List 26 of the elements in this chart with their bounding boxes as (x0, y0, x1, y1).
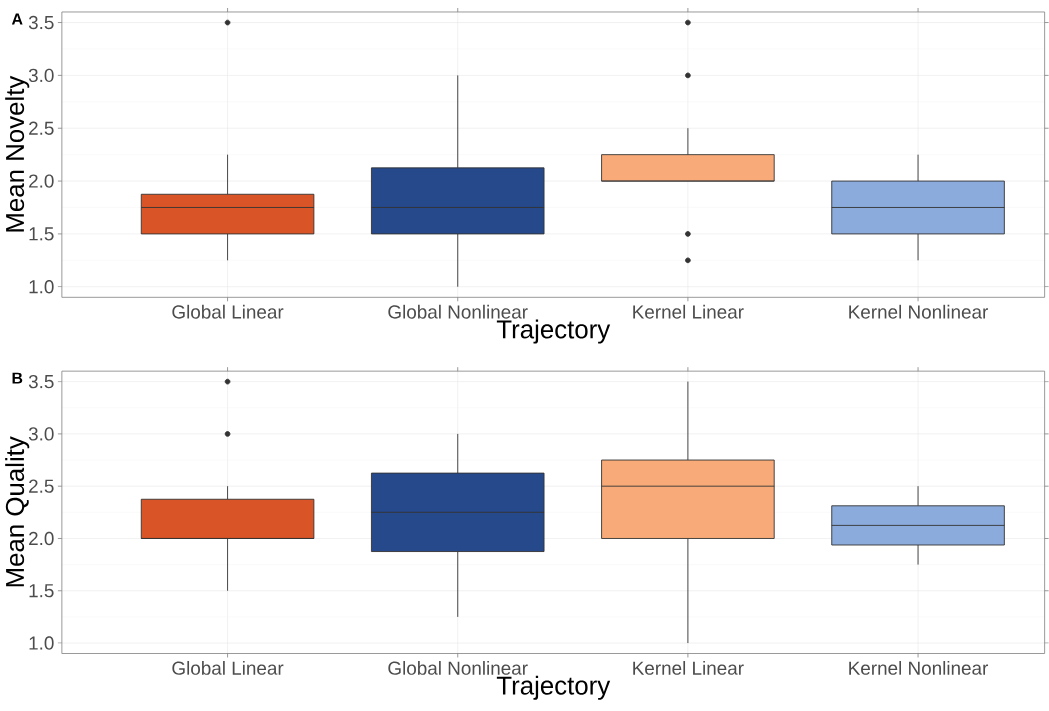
y-tick-label: 1.0 (29, 279, 54, 294)
x-tick-label: Global Nonlinear (388, 660, 528, 675)
y-axis-title: Mean Quality (5, 436, 30, 587)
x-tick-label: Kernel Linear (633, 660, 744, 675)
y-tick-label: 3.0 (28, 427, 54, 441)
y-tick-label: 3.5 (28, 374, 54, 389)
x-tick-label: Kernel Nonlinear (849, 660, 989, 675)
x-axis-title: Trajectory (496, 675, 611, 700)
text: B (12, 372, 23, 384)
x-tick-label: Global Linear (172, 660, 284, 675)
y-tick-label: 2.5 (29, 479, 54, 493)
y-tick-label: 2.0 (29, 531, 54, 545)
text: A (11, 13, 23, 25)
y-tick-label: 2.5 (29, 121, 54, 135)
y-tick-label: 1.0 (29, 636, 54, 650)
x-tick-label: Global Nonlinear (388, 304, 528, 319)
y-tick-label: 3.0 (28, 68, 54, 82)
y-tick-label: 3.5 (28, 15, 54, 30)
y-axis-title: Mean Novelty (5, 75, 30, 232)
y-tick-label: 2.0 (29, 174, 54, 188)
y-tick-label: 1.5 (29, 583, 54, 598)
x-tick-label: Global Linear (172, 304, 284, 319)
x-tick-label: Kernel Nonlinear (849, 304, 989, 319)
y-tick-label: 1.5 (29, 227, 54, 241)
x-tick-label: Kernel Linear (633, 304, 744, 319)
x-axis-title: Trajectory (496, 319, 611, 344)
